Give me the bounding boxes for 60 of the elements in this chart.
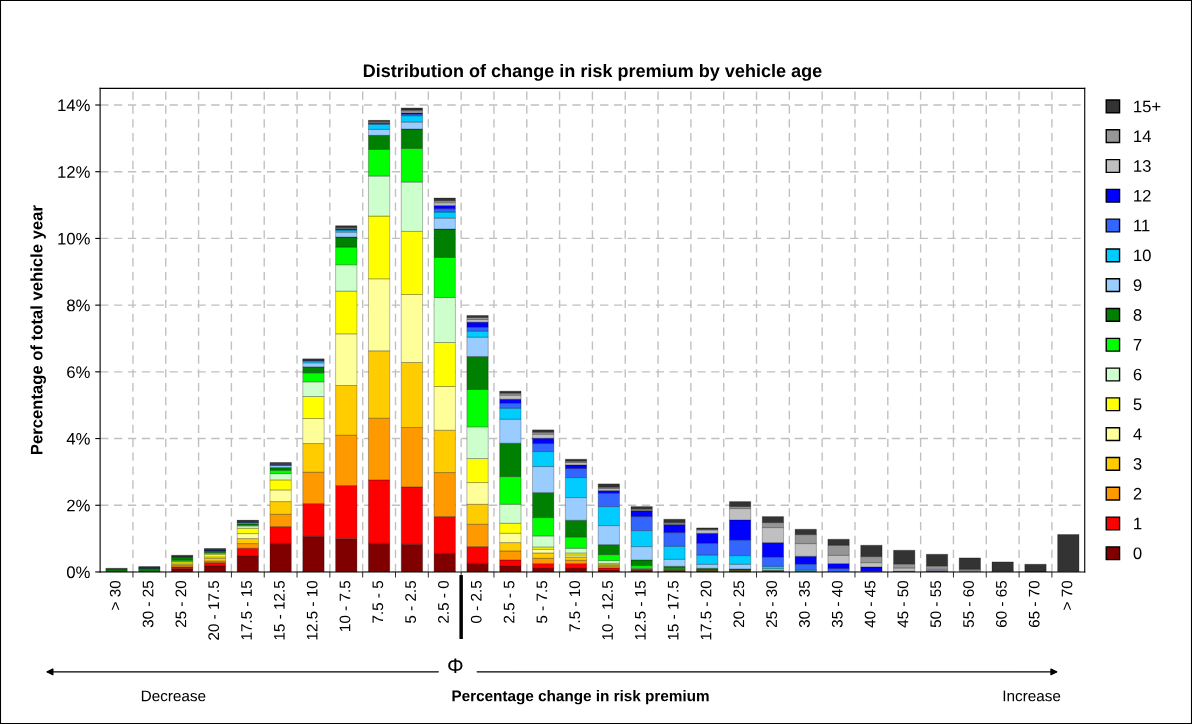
legend-label: 14 [1134, 130, 1151, 142]
legend-label: 8 [1133, 309, 1142, 321]
legend-label: 2 [1133, 487, 1142, 500]
y-tick-label: 12% [58, 166, 90, 178]
x-tick-label: 5 - 7.5 [536, 580, 548, 623]
text: Increase [1003, 690, 1061, 702]
x-tick-label: 30 - 35 [799, 580, 810, 628]
y-axis-title: Percentage of total vehicle year [30, 205, 46, 455]
chart-title: Distribution of change in risk premium by vehicle age [363, 63, 822, 81]
x-tick-label: 17.5 - 15 [241, 580, 252, 640]
x-tick-label: 7.5 - 5 [372, 580, 384, 623]
x-tick-label: 50 - 55 [930, 580, 942, 628]
legend-label: 7 [1133, 339, 1142, 351]
legend-label: 1 [1134, 517, 1142, 530]
y-tick-label: 4% [66, 433, 90, 445]
legend-label: 6 [1133, 368, 1142, 381]
x-tick-label: 2.5 - 5 [503, 580, 515, 623]
text: Φ [448, 658, 463, 674]
legend-label: 4 [1133, 428, 1142, 440]
x-tick-label: 15 - 17.5 [667, 580, 679, 640]
x-tick-label: 10 - 12.5 [602, 580, 613, 640]
x-tick-label: 30 - 25 [142, 580, 154, 628]
x-tick-label: 25 - 20 [175, 580, 187, 628]
text: Decrease [141, 690, 206, 702]
y-tick-label: 14% [58, 99, 90, 112]
x-tick-label: 55 - 60 [963, 580, 974, 628]
y-tick-label: 0% [66, 566, 90, 579]
x-tick-label: 12.5 - 10 [306, 580, 318, 640]
x-tick-label: 10 - 7.5 [339, 580, 351, 631]
x-tick-label: 65 - 70 [1028, 580, 1040, 628]
x-axis-title: Percentage change in risk premium [452, 690, 709, 705]
y-tick-label: 8% [67, 299, 90, 312]
x-tick-label: > 70 [1061, 580, 1073, 610]
x-tick-label: 25 - 30 [766, 580, 778, 628]
legend-label: 9 [1133, 279, 1142, 292]
x-tick-label: 60 - 65 [995, 580, 1007, 628]
x-tick-label: 17.5 - 20 [700, 580, 712, 640]
y-tick-label: 2% [67, 499, 90, 512]
x-tick-label: 7.5 - 10 [569, 580, 581, 632]
x-tick-label: 45 - 50 [897, 580, 909, 628]
x-tick-label: 5 - 2.5 [405, 580, 417, 623]
legend-label: 15+ [1134, 100, 1161, 113]
x-tick-label: > 30 [109, 580, 121, 610]
legend-label: 11 [1134, 219, 1150, 232]
legend-label: 5 [1133, 398, 1142, 411]
legend-label: 13 [1134, 160, 1151, 172]
x-tick-label: 2.5 - 0 [438, 580, 449, 623]
x-tick-label: 15 - 12.5 [273, 580, 285, 640]
legend-label: 12 [1134, 189, 1151, 202]
legend-label: 10 [1134, 249, 1151, 262]
legend-label: 0 [1133, 547, 1142, 560]
x-tick-label: 40 - 45 [864, 580, 876, 628]
x-tick-label: 12.5 - 15 [634, 580, 646, 640]
y-tick-label: 10% [58, 232, 90, 245]
x-tick-label: 0 - 2.5 [470, 580, 482, 623]
legend-label: 3 [1133, 458, 1142, 470]
x-tick-label: 20 - 25 [733, 580, 745, 628]
y-tick-label: 6% [67, 366, 90, 379]
x-tick-label: 20 - 17.5 [208, 580, 220, 640]
x-tick-label: 35 - 40 [831, 580, 843, 628]
